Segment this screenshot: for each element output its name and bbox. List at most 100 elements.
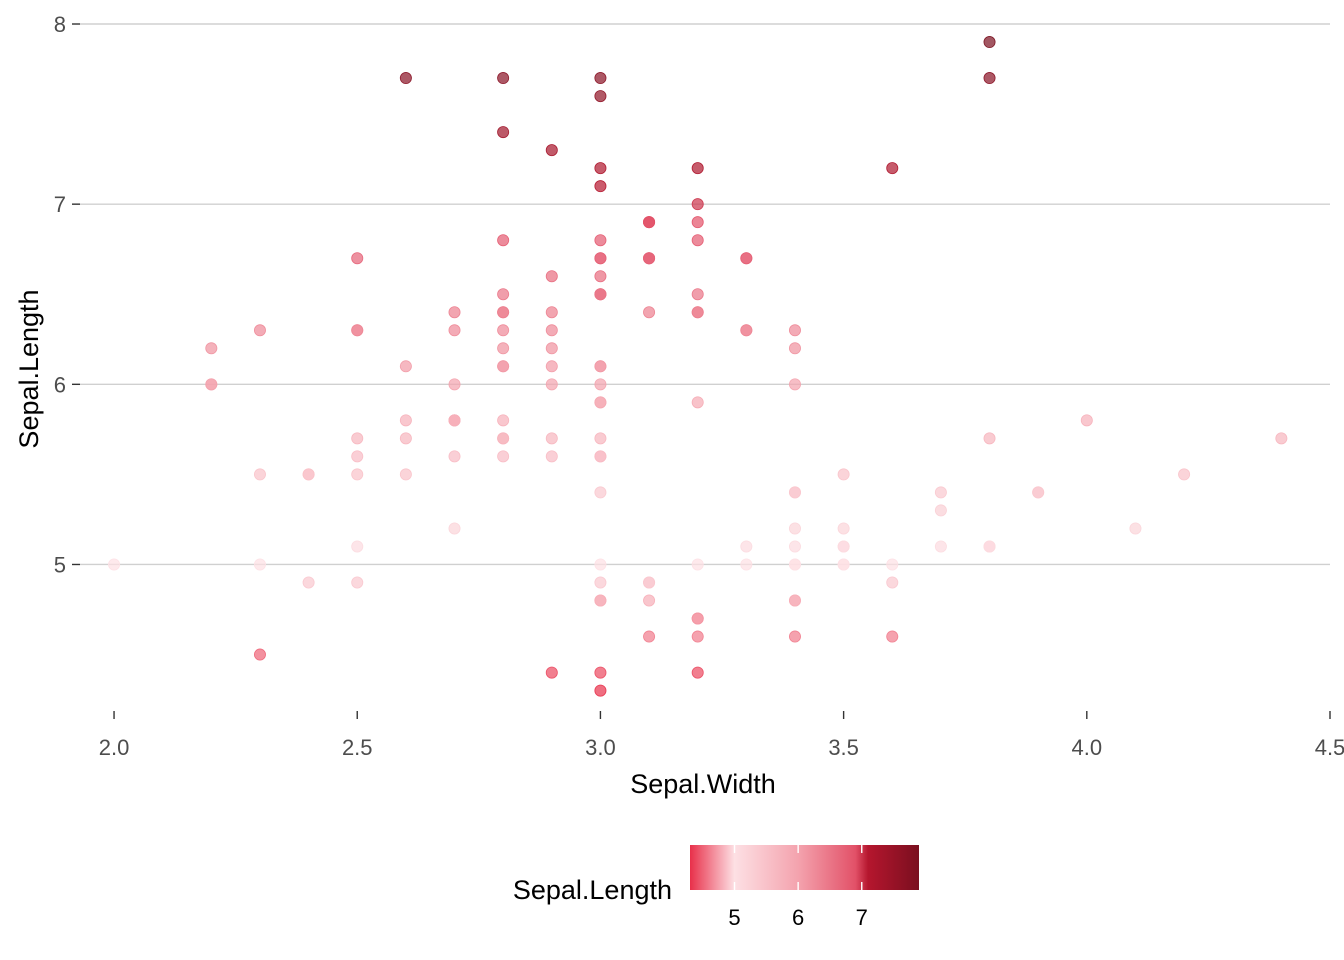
data-point	[351, 432, 364, 445]
y-axis: 5 6 7 8	[54, 12, 80, 577]
data-point	[691, 162, 704, 175]
data-point	[691, 234, 704, 247]
data-point	[886, 558, 899, 571]
data-point	[594, 432, 607, 445]
data-point	[886, 576, 899, 589]
data-point	[108, 558, 121, 571]
data-point	[497, 450, 510, 463]
data-point	[1275, 432, 1288, 445]
data-point	[788, 522, 801, 535]
legend-ticks: 5 6 7	[728, 845, 868, 930]
data-point	[788, 486, 801, 499]
data-point	[448, 306, 461, 319]
y-tick-label: 7	[54, 192, 66, 217]
x-tick-label: 4.5	[1315, 735, 1344, 760]
data-point	[643, 216, 656, 229]
data-point	[497, 126, 510, 139]
legend-colorbar	[690, 845, 919, 890]
data-point	[740, 558, 753, 571]
data-point	[594, 684, 607, 697]
data-point	[497, 360, 510, 373]
data-point	[934, 504, 947, 517]
data-point	[594, 288, 607, 301]
data-point	[351, 450, 364, 463]
data-point	[399, 468, 412, 481]
data-point	[351, 468, 364, 481]
data-point	[691, 666, 704, 679]
data-point	[545, 342, 558, 355]
data-point	[448, 522, 461, 535]
data-point	[594, 666, 607, 679]
data-point	[399, 432, 412, 445]
data-point	[253, 648, 266, 661]
data-point	[886, 162, 899, 175]
data-point	[594, 162, 607, 175]
data-point	[983, 36, 996, 49]
data-point	[253, 558, 266, 571]
data-point	[351, 324, 364, 337]
data-point	[886, 630, 899, 643]
data-point	[934, 486, 947, 499]
data-point	[594, 594, 607, 607]
data-point	[837, 468, 850, 481]
legend-tick-label: 6	[792, 905, 804, 930]
data-point	[983, 432, 996, 445]
data-point	[448, 450, 461, 463]
data-point	[788, 630, 801, 643]
data-point	[837, 558, 850, 571]
data-point	[448, 414, 461, 427]
data-point	[448, 378, 461, 391]
data-point	[594, 576, 607, 589]
data-point	[594, 486, 607, 499]
data-point	[643, 252, 656, 265]
data-point	[740, 540, 753, 553]
data-point	[205, 378, 218, 391]
data-point	[983, 540, 996, 553]
data-point	[1178, 468, 1191, 481]
x-tick-label: 3.0	[585, 735, 616, 760]
grid-layer	[80, 23, 1330, 566]
data-point	[594, 450, 607, 463]
data-point	[302, 576, 315, 589]
data-point	[545, 666, 558, 679]
data-point	[788, 378, 801, 391]
data-point	[399, 72, 412, 85]
data-point	[497, 414, 510, 427]
data-point	[691, 288, 704, 301]
data-point	[643, 576, 656, 589]
data-point	[643, 630, 656, 643]
y-tick-label: 5	[54, 552, 66, 577]
data-point	[253, 468, 266, 481]
data-point	[497, 288, 510, 301]
legend-tick-label: 5	[728, 905, 740, 930]
y-axis-title: Sepal.Length	[14, 289, 44, 448]
data-point	[497, 324, 510, 337]
data-point	[691, 306, 704, 319]
legend-title: Sepal.Length	[513, 875, 672, 905]
data-point	[837, 540, 850, 553]
data-point	[788, 594, 801, 607]
data-point	[594, 180, 607, 193]
y-tick-label: 6	[54, 372, 66, 397]
data-point	[983, 72, 996, 85]
data-point	[1080, 414, 1093, 427]
data-point	[837, 522, 850, 535]
data-point	[545, 360, 558, 373]
data-point	[691, 612, 704, 625]
data-point	[497, 72, 510, 85]
data-point	[594, 558, 607, 571]
data-point	[934, 540, 947, 553]
data-point	[594, 252, 607, 265]
data-point	[399, 414, 412, 427]
x-tick-label: 4.0	[1072, 735, 1103, 760]
x-tick-label: 3.5	[828, 735, 859, 760]
data-point	[594, 360, 607, 373]
x-axis: 2.0 2.5 3.0 3.5 4.0 4.5	[99, 711, 1344, 760]
data-point	[1032, 486, 1045, 499]
data-point	[545, 450, 558, 463]
data-point	[545, 432, 558, 445]
data-point	[740, 252, 753, 265]
data-point	[788, 540, 801, 553]
